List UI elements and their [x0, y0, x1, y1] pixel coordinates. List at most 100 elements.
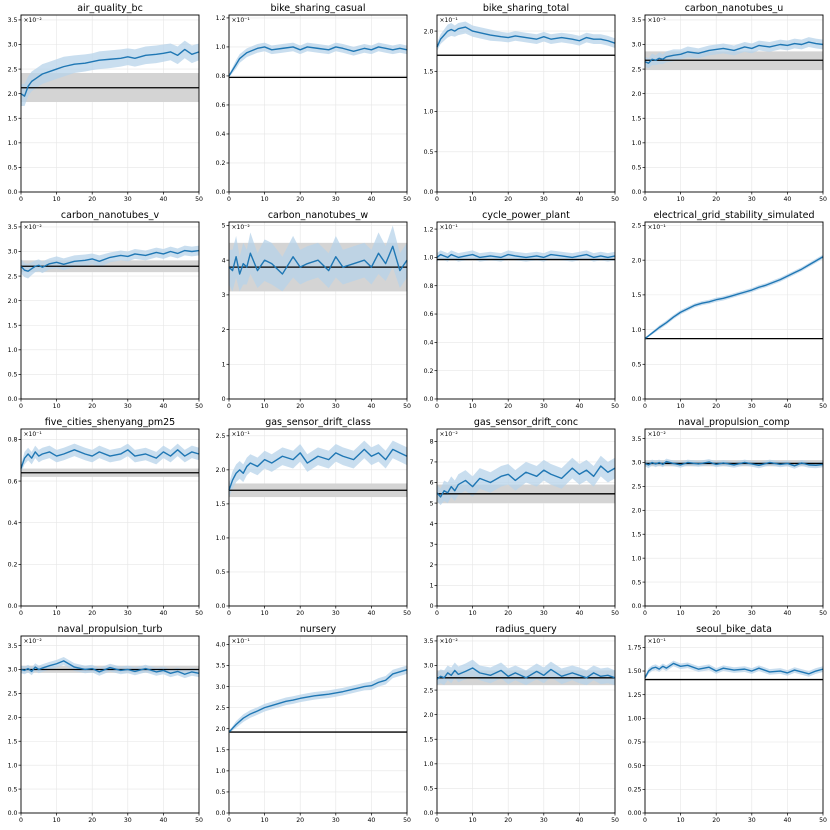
series-line: [228, 245, 408, 275]
series-line: [644, 662, 824, 678]
x-tick-label: 20: [504, 610, 512, 617]
y-tick-label: 5: [430, 500, 434, 507]
subplot-title: gas_sensor_drift_conc: [474, 417, 578, 428]
subplot-title: gas_sensor_drift_class: [265, 417, 371, 428]
x-tick-label: 30: [748, 610, 756, 617]
x-tick-label: 0: [227, 196, 231, 203]
y-tick-label: 0.0: [424, 396, 434, 403]
x-tick-label: 0: [19, 403, 23, 410]
x-tick-label: 50: [403, 610, 411, 617]
x-tick-label: 40: [575, 196, 583, 203]
y-tick-label: 2.5: [8, 273, 18, 280]
y-tick-label: 0.5: [216, 569, 226, 576]
y-tick-label: 1.00: [628, 716, 642, 723]
y-tick-label: 0.6: [424, 311, 434, 318]
subplot-title: naval_propulsion_turb: [58, 624, 163, 635]
x-tick-label: 20: [504, 817, 512, 824]
y-tick-label: 0.5: [424, 786, 434, 793]
y-tick-label: 2.5: [632, 223, 642, 230]
x-tick-label: 0: [19, 196, 23, 203]
x-tick-label: 0: [435, 817, 439, 824]
y-tick-label: 0.5: [632, 361, 642, 368]
subplot-gas-sensor-drift-class: 0.0 0.5 1.0 1.5 2.0 2.5 0 10 20 30 40 50 gas_sensor_…: [216, 417, 411, 617]
y-tick-label: 3.5: [216, 663, 226, 670]
y-tick-label: 1.5: [216, 747, 226, 754]
plot-frame: [436, 14, 616, 193]
y-tick-label: 0: [430, 603, 434, 610]
x-tick-label: 40: [575, 817, 583, 824]
subplot-cycle-power-plant: 0.0 0.2 0.4 0.6 0.8 1.0 1.2 0 10 20 30 40 50 cycle_po…: [424, 210, 619, 410]
plot-frame: [644, 14, 824, 193]
series-confidence-band: [229, 665, 407, 733]
y-tick-label: 0.50: [628, 763, 642, 770]
subplot-air-quality-bc: 0.0 0.5 1.0 1.5 2.0 2.5 3.0 3.5 0 10 20 30 40 50 air_q…: [8, 3, 203, 203]
axis-multiplier-label: ×10⁻²: [440, 638, 459, 645]
y-tick-label: 2.0: [8, 715, 18, 722]
y-tick-label: 0.5: [8, 165, 18, 172]
axis-multiplier-label: ×10⁻²: [648, 431, 667, 438]
series-confidence-band: [21, 443, 199, 473]
series-confidence-band: [437, 659, 615, 686]
y-tick-label: 1.0: [8, 762, 18, 769]
x-tick-label: 0: [435, 403, 439, 410]
y-tick-label: 0.2: [216, 160, 226, 167]
x-tick-label: 40: [367, 817, 375, 824]
axis-multiplier-label: ×10⁻²: [232, 224, 251, 231]
x-tick-label: 50: [611, 196, 619, 203]
x-tick-label: 50: [403, 817, 411, 824]
y-tick-label: 0.8: [8, 437, 18, 444]
y-tick-label: 6: [430, 480, 434, 487]
subplot-bike-sharing-total: 0.0 0.5 1.0 1.5 2.0 0 10 20 30 40 50 bike_sharing_t…: [424, 3, 619, 203]
axis-multiplier-label: ×10⁻¹: [440, 224, 459, 231]
y-tick-label: 1.5: [424, 736, 434, 743]
axis-multiplier-label: ×10⁻²: [24, 224, 43, 231]
x-tick-label: 10: [53, 817, 61, 824]
y-tick-label: 0.5: [632, 165, 642, 172]
y-tick-label: 2.0: [632, 91, 642, 98]
y-tick-label: 0.5: [8, 372, 18, 379]
y-tick-label: 1.5: [8, 115, 18, 122]
plot-frame: [644, 221, 824, 400]
subplot-gas-sensor-drift-conc: 0 1 2 3 4 5 6 7 8 0 10 20 30 40 50 gas_sensor_drift_con…: [430, 417, 619, 617]
subplot-seoul-bike-data: 0.00 0.25 0.50 0.75 1.00 1.25 1.50 1.75 0 10 20 30 4…: [628, 624, 827, 824]
x-tick-label: 50: [819, 817, 827, 824]
y-tick-label: 4: [222, 257, 226, 264]
y-tick-label: 1.5: [424, 69, 434, 76]
y-tick-label: 2.5: [8, 691, 18, 698]
subplot-title: radius_query: [495, 624, 557, 635]
plot-frame: [20, 428, 200, 607]
plot-frame: [436, 221, 616, 400]
y-tick-label: 0.2: [8, 562, 18, 569]
y-tick-label: 2: [222, 327, 226, 334]
axis-multiplier-label: ×10⁻¹: [232, 638, 251, 645]
x-tick-label: 20: [296, 403, 304, 410]
x-tick-label: 40: [783, 610, 791, 617]
y-tick-label: 1.0: [216, 768, 226, 775]
y-tick-label: 3.0: [8, 42, 18, 49]
x-tick-label: 0: [643, 403, 647, 410]
y-tick-label: 2.0: [216, 467, 226, 474]
x-tick-label: 20: [296, 196, 304, 203]
x-tick-label: 30: [540, 403, 548, 410]
y-tick-label: 1.0: [216, 535, 226, 542]
y-tick-label: 1.5: [632, 531, 642, 538]
y-tick-label: 0.4: [424, 340, 434, 347]
x-tick-label: 20: [296, 817, 304, 824]
y-tick-label: 3.5: [632, 17, 642, 24]
x-tick-label: 50: [819, 610, 827, 617]
y-tick-label: 3: [222, 292, 226, 299]
y-tick-label: 0.00: [628, 810, 642, 817]
y-tick-label: 0.8: [424, 283, 434, 290]
x-tick-label: 30: [332, 817, 340, 824]
subplot-title: five_cities_shenyang_pm25: [45, 417, 175, 428]
series-confidence-band: [437, 250, 615, 262]
x-tick-label: 40: [367, 403, 375, 410]
y-tick-label: 1.0: [8, 347, 18, 354]
y-tick-label: 0.5: [216, 789, 226, 796]
y-tick-label: 2.0: [216, 726, 226, 733]
x-tick-label: 0: [643, 196, 647, 203]
x-tick-label: 50: [195, 196, 203, 203]
y-tick-label: 3.0: [632, 42, 642, 49]
y-tick-label: 2.5: [216, 705, 226, 712]
